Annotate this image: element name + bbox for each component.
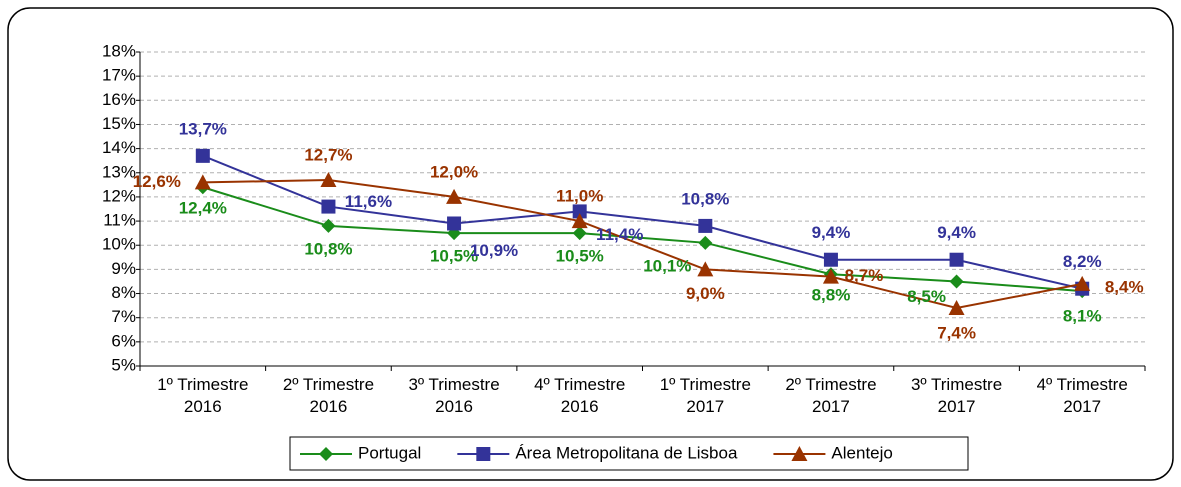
- value-label: 7,4%: [937, 324, 976, 343]
- value-label: 11,6%: [345, 192, 392, 211]
- value-label: 12,4%: [179, 199, 227, 218]
- y-tick-label: 14%: [102, 138, 136, 157]
- marker: [321, 199, 336, 214]
- legend-label: Área Metropolitana de Lisboa: [515, 443, 738, 462]
- marker: [195, 148, 210, 163]
- y-tick-label: 10%: [102, 235, 136, 254]
- value-label: 12,7%: [304, 145, 352, 164]
- value-label: 12,6%: [133, 172, 181, 191]
- y-tick-label: 16%: [102, 90, 136, 109]
- x-tick-label: 4º Trimestre 2016: [534, 375, 625, 416]
- y-tick-label: 8%: [111, 283, 136, 302]
- x-tick-label: 3º Trimestre 2016: [408, 375, 499, 416]
- y-tick-label: 6%: [111, 331, 136, 350]
- y-tick-label: 9%: [111, 259, 136, 278]
- x-tick-label: 1º Trimestre 2016: [157, 375, 248, 416]
- marker: [1074, 275, 1091, 291]
- x-tick-label: 4º Trimestre 2017: [1037, 375, 1128, 416]
- value-label: 10,9%: [470, 241, 518, 260]
- value-label: 8,5%: [907, 287, 946, 306]
- value-label: 10,8%: [681, 189, 729, 208]
- value-label: 9,4%: [812, 223, 851, 242]
- value-label: 13,7%: [179, 119, 227, 138]
- value-label: 8,8%: [812, 286, 851, 305]
- x-tick-label: 2º Trimestre 2016: [283, 375, 374, 416]
- y-tick-label: 17%: [102, 66, 136, 85]
- value-label: 8,4%: [1105, 277, 1144, 296]
- marker: [194, 174, 211, 190]
- value-label: 9,0%: [686, 284, 725, 303]
- x-tick-label: 1º Trimestre 2017: [660, 375, 751, 416]
- value-label: 10,1%: [643, 256, 691, 275]
- value-label: 8,7%: [845, 266, 884, 285]
- x-tick-label: 2º Trimestre 2017: [785, 375, 876, 416]
- x-tick-label: 3º Trimestre 2017: [911, 375, 1002, 416]
- marker: [698, 235, 713, 250]
- marker: [319, 447, 333, 461]
- value-label: 10,5%: [430, 247, 478, 266]
- y-tick-label: 13%: [102, 162, 136, 181]
- value-label: 8,2%: [1063, 252, 1102, 271]
- marker: [476, 447, 491, 461]
- series-line: [202, 186, 1083, 293]
- marker: [447, 216, 462, 231]
- marker: [791, 446, 808, 461]
- legend-box: [289, 436, 969, 471]
- marker: [822, 268, 839, 284]
- marker: [823, 252, 838, 267]
- legend-label: Portugal: [358, 443, 421, 462]
- y-tick-label: 5%: [111, 355, 136, 374]
- value-label: 9,4%: [937, 223, 976, 242]
- y-tick-label: 18%: [102, 41, 136, 60]
- value-label: 10,8%: [304, 239, 352, 258]
- y-tick-label: 15%: [102, 114, 136, 133]
- value-label: 11,4%: [596, 225, 643, 244]
- value-label: 11,0%: [556, 187, 603, 206]
- value-label: 12,0%: [430, 162, 478, 181]
- marker: [320, 172, 337, 188]
- marker: [572, 226, 587, 241]
- value-label: 10,5%: [556, 247, 604, 266]
- marker: [697, 261, 714, 277]
- y-tick-label: 12%: [102, 186, 136, 205]
- frame: [7, 7, 1174, 481]
- y-tick-label: 11%: [103, 211, 136, 230]
- legend: Portugal Área Metropolitana de Lisboa Alen…: [289, 436, 969, 471]
- marker: [572, 204, 587, 219]
- series-line: [202, 179, 1083, 310]
- value-label: 8,1%: [1063, 307, 1102, 326]
- y-tick-label: 7%: [111, 307, 136, 326]
- marker: [698, 218, 713, 233]
- legend-label: Alentejo: [831, 443, 892, 462]
- series-line: [202, 154, 1083, 290]
- marker: [446, 188, 463, 204]
- marker: [949, 252, 964, 267]
- marker: [949, 274, 964, 289]
- marker: [321, 218, 336, 233]
- marker: [948, 300, 965, 316]
- marker: [571, 213, 588, 229]
